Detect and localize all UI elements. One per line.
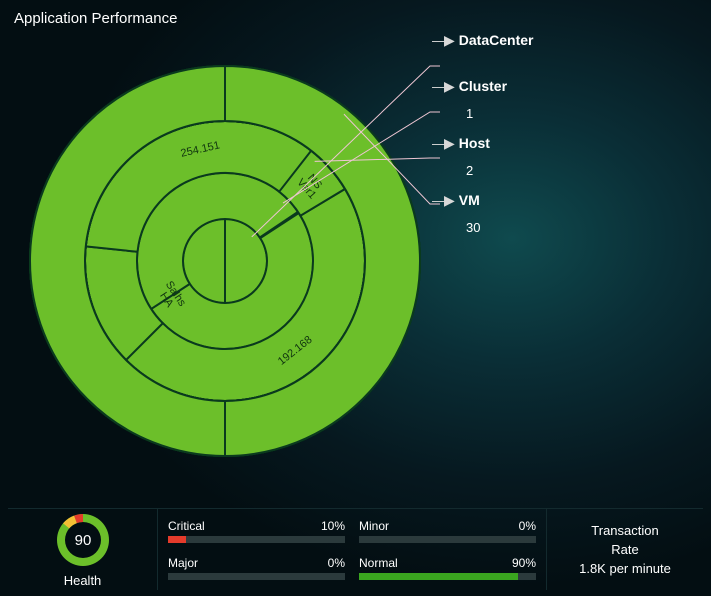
legend-label: Host [459, 135, 490, 151]
status-name: Minor [359, 519, 389, 533]
legend-label: Cluster [459, 78, 507, 94]
status-bar: Major 0% [168, 552, 345, 585]
status-pct: 0% [328, 556, 345, 570]
legend-count: 1 [466, 106, 692, 121]
legend-row: —▶ DataCenter [432, 28, 692, 52]
bar-track [168, 573, 345, 580]
legend-count: 2 [466, 163, 692, 178]
status-pct: 90% [512, 556, 536, 570]
status-name: Critical [168, 519, 205, 533]
bottom-panel: 90 Health Critical 10% Minor 0% Major 0% Norma… [8, 508, 703, 590]
status-bar: Minor 0% [359, 515, 536, 548]
bar-track [359, 573, 536, 580]
status-bar: Normal 90% [359, 552, 536, 585]
bar-track [168, 536, 345, 543]
bar-fill [359, 573, 518, 580]
txn-line2: Rate [611, 542, 638, 557]
status-name: Major [168, 556, 198, 570]
legend-row: —▶ Host [432, 131, 692, 155]
legend-label: VM [459, 192, 480, 208]
health-gauge: 90 Health [8, 509, 158, 590]
status-bars: Critical 10% Minor 0% Major 0% Normal 90% [158, 509, 547, 590]
status-bar: Critical 10% [168, 515, 345, 548]
legend-count: 30 [466, 220, 692, 235]
legend-label: DataCenter [459, 32, 534, 48]
bar-fill [168, 536, 186, 543]
legend-row: —▶ VM [432, 188, 692, 212]
ring-legend: —▶ DataCenter —▶ Cluster 1 —▶ Host 2 —▶ VM 30 [432, 28, 692, 245]
page-title: Application Performance [14, 10, 177, 27]
transaction-rate: Transaction Rate 1.8K per minute [547, 509, 703, 590]
arrow-icon: —▶ [432, 32, 453, 49]
txn-line1: Transaction [591, 523, 658, 538]
health-label: Health [64, 573, 102, 588]
health-value: 90 [74, 532, 91, 549]
arrow-icon: —▶ [432, 192, 453, 209]
arrow-icon: —▶ [432, 135, 453, 152]
status-name: Normal [359, 556, 398, 570]
arrow-icon: —▶ [432, 78, 453, 95]
legend-row: —▶ Cluster [432, 74, 692, 98]
bar-track [359, 536, 536, 543]
txn-line3: 1.8K per minute [579, 561, 671, 576]
status-pct: 0% [519, 519, 536, 533]
sunburst-chart: SalhsHA192.168254.151NSVer1DNSVer1Center… [10, 26, 440, 496]
status-pct: 10% [321, 519, 345, 533]
